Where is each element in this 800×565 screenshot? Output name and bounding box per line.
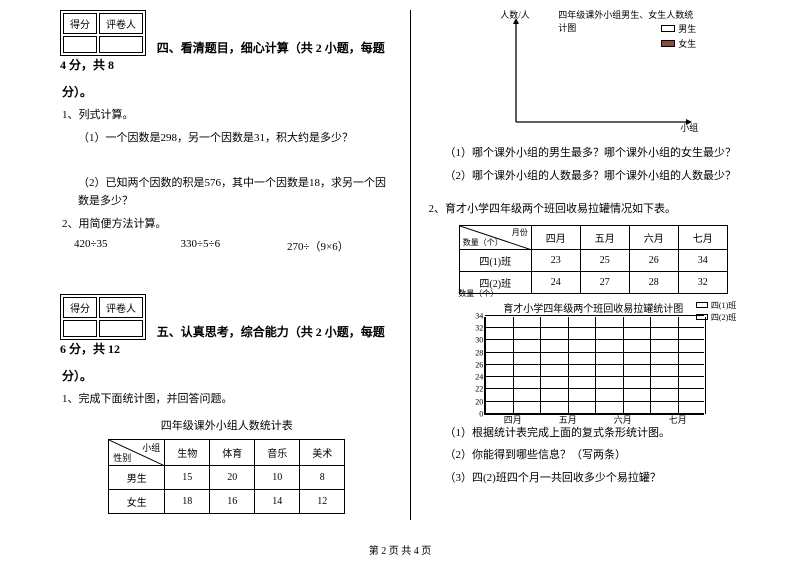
q-sub1: （1）哪个课外小组的男生最多？哪个课外小组的女生最少？ xyxy=(445,145,761,163)
table-row: 四(2)班 24 27 28 32 xyxy=(459,271,727,293)
score-label: 得分 xyxy=(63,297,97,318)
col-header: 生物 xyxy=(165,439,210,465)
diag-header: 月份 数量（个） xyxy=(459,225,531,249)
stats-table-title: 四年级课外小组人数统计表 xyxy=(60,417,394,433)
legend-swatch-girl xyxy=(661,40,675,47)
diag-header: 小组 性别 xyxy=(109,439,165,465)
score-box-2: 得分 评卷人 xyxy=(60,294,146,340)
section-5-title-cont: 分）。 xyxy=(62,367,394,386)
x-axis-label: 小组 xyxy=(680,121,698,134)
calc-row: 420÷35 330÷5÷6 270÷（9×6） xyxy=(74,238,394,254)
col-header: 美术 xyxy=(300,439,345,465)
recycle-table: 月份 数量（个） 四月 五月 六月 七月 四(1)班 23 25 26 34 四… xyxy=(459,225,728,294)
bar-chart-axes: 人数/人 四年级课外小组男生、女生人数统计图 男生 女生 小组 xyxy=(488,10,698,140)
q4-1a: （1）一个因数是298，另一个因数是31，积大约是多少？ xyxy=(78,130,394,148)
calc-3: 270÷（9×6） xyxy=(287,238,394,254)
section-4-header: 得分 评卷人 四、看清题目，细心计算（共 2 小题，每题 4 分，共 8 xyxy=(60,10,394,73)
col-header: 体育 xyxy=(210,439,255,465)
table-row: 男生 15 20 10 8 xyxy=(109,465,345,489)
grid-chart: 育才小学四年级两个班回收易拉罐统计图 数量（个） 四(1)班 四(2)班 020… xyxy=(458,300,728,420)
grader-label: 评卷人 xyxy=(99,13,143,34)
table-row: 女生 18 16 14 12 xyxy=(109,489,345,513)
grid-chart-title: 育才小学四年级两个班回收易拉罐统计图 xyxy=(458,300,728,315)
score-box: 得分 评卷人 xyxy=(60,10,146,56)
y-axis-label: 人数/人 xyxy=(500,8,530,21)
q-right-2: 2、育才小学四年级两个班回收易拉罐情况如下表。 xyxy=(429,201,761,219)
q5-1: 1、完成下面统计图，并回答问题。 xyxy=(62,391,394,409)
chart-legend: 男生 女生 xyxy=(661,22,696,52)
subq-1: （1）根据统计表完成上面的复式条形统计图。 xyxy=(445,425,761,443)
q-sub2: （2）哪个课外小组的人数最多？哪个课外小组的人数最少？ xyxy=(445,168,761,186)
table-row: 四(1)班 23 25 26 34 xyxy=(459,249,727,271)
calc-1: 420÷35 xyxy=(74,238,181,254)
grid-y-label: 数量（个） xyxy=(458,288,498,299)
subq-2: （2）你能得到哪些信息？（写两条） xyxy=(445,447,761,465)
col-header: 音乐 xyxy=(255,439,300,465)
grid-area: 02022242628303234四月五月六月七月 xyxy=(484,317,704,415)
column-divider xyxy=(410,10,411,520)
section-5-header: 得分 评卷人 五、认真思考，综合能力（共 2 小题，每题 6 分，共 12 xyxy=(60,294,394,357)
subq-3: （3）四(2)班四个月一共回收多少个易拉罐？ xyxy=(445,470,761,488)
right-column: 人数/人 四年级课外小组男生、女生人数统计图 男生 女生 小组 （1）哪个课外小… xyxy=(417,10,771,520)
calc-2: 330÷5÷6 xyxy=(181,238,288,254)
stats-table: 小组 性别 生物 体育 音乐 美术 男生 15 20 10 8 女生 18 16… xyxy=(108,439,345,514)
grader-label: 评卷人 xyxy=(99,297,143,318)
score-label: 得分 xyxy=(63,13,97,34)
legend-swatch-boy xyxy=(661,25,675,32)
page-footer: 第 2 页 共 4 页 xyxy=(0,542,800,557)
q4-2: 2、用简便方法计算。 xyxy=(62,216,394,234)
left-column: 得分 评卷人 四、看清题目，细心计算（共 2 小题，每题 4 分，共 8 分）。… xyxy=(50,10,404,520)
section-4-title-cont: 分）。 xyxy=(62,83,394,102)
q4-1: 1、列式计算。 xyxy=(62,107,394,125)
q4-1b: （2）已知两个因数的积是576，其中一个因数是18，求另一个因数是多少？ xyxy=(78,175,394,210)
